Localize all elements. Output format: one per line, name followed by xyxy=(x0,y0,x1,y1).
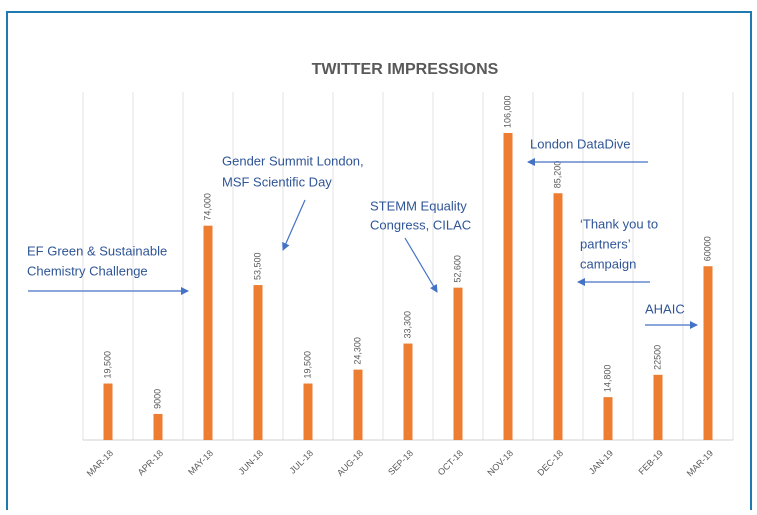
data-label: 14,800 xyxy=(602,365,612,393)
x-tick-label: DEC-18 xyxy=(535,448,565,478)
data-label: 74,000 xyxy=(202,193,212,221)
data-label: 19,500 xyxy=(102,351,112,379)
bar xyxy=(403,343,413,440)
data-label: 85,200 xyxy=(552,161,562,189)
x-tick-label: FEB-19 xyxy=(636,448,665,477)
bar xyxy=(453,287,463,440)
annotation: AHAIC xyxy=(645,301,685,316)
x-tick-label: MAR-18 xyxy=(85,448,115,478)
annotation: campaign xyxy=(580,256,636,271)
annotation: partners’ xyxy=(580,236,631,251)
x-tick-label: JUN-18 xyxy=(236,448,265,477)
x-tick-label: MAY-18 xyxy=(186,448,215,477)
x-tick-label: APR-18 xyxy=(136,448,165,477)
bar xyxy=(553,193,563,440)
data-label: 22500 xyxy=(652,345,662,370)
data-label: 53,500 xyxy=(252,253,262,281)
data-label: 33,300 xyxy=(402,311,412,339)
bar xyxy=(303,383,313,440)
data-label: 106,000 xyxy=(502,95,512,128)
annotation: London DataDive xyxy=(530,136,630,151)
x-tick-label: JAN-19 xyxy=(587,448,615,476)
data-label: 24,300 xyxy=(352,337,362,365)
x-tick-label: OCT-18 xyxy=(436,448,465,477)
bar xyxy=(653,374,663,440)
annotation: EF Green & Sustainable xyxy=(27,243,167,258)
data-label: 52,600 xyxy=(452,255,462,283)
annotation: Gender Summit London, xyxy=(222,153,364,168)
chart-title: TWITTER IMPRESSIONS xyxy=(312,61,499,78)
x-tick-label: SEP-18 xyxy=(386,448,415,477)
bar xyxy=(353,369,363,440)
annotation-arrow xyxy=(404,237,438,293)
bar xyxy=(203,225,213,440)
frame xyxy=(6,11,752,515)
x-tick-label: NOV-18 xyxy=(485,448,515,478)
annotation-arrow xyxy=(282,199,306,251)
annotation: STEMM Equality xyxy=(370,198,467,213)
data-label: 60000 xyxy=(702,236,712,261)
x-tick-label: AUG-18 xyxy=(335,448,365,478)
annotation: ‘Thank you to xyxy=(580,216,658,231)
bar xyxy=(503,133,513,440)
bar xyxy=(103,383,113,440)
annotation: Congress, CILAC xyxy=(370,217,471,232)
bar xyxy=(703,266,713,440)
data-label: 19,500 xyxy=(302,351,312,379)
annotation: Chemistry Challenge xyxy=(27,263,148,278)
annotation: MSF Scientific Day xyxy=(222,174,332,189)
bar xyxy=(153,413,163,440)
bar xyxy=(253,285,263,440)
bar xyxy=(603,397,613,440)
x-tick-label: JUL-18 xyxy=(288,448,316,476)
x-tick-label: MAR-19 xyxy=(685,448,715,478)
data-label: 9000 xyxy=(152,389,162,409)
